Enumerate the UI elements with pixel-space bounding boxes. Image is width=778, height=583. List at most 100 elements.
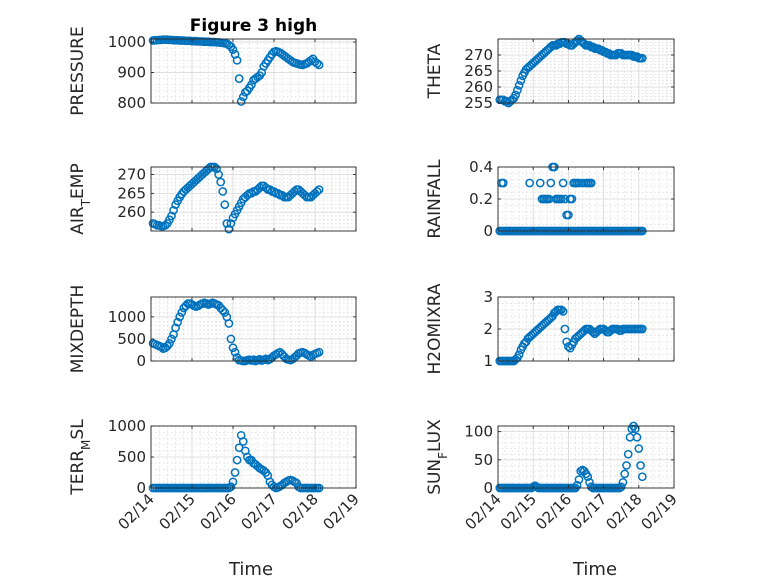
x-axis-label-right: Time [572,559,617,580]
subplot-rainfall: 0 0.2 0.4 RAINFALL [425,158,675,240]
data-point [567,194,577,204]
data-point [314,185,324,194]
data-point [247,80,256,90]
data-point [236,97,246,106]
data-point [167,334,176,344]
data-point [583,472,593,482]
data-point [637,472,647,482]
data-point [511,90,520,100]
data-point [175,312,185,322]
data-point [632,432,642,442]
data-point [502,97,512,106]
data-point [312,59,322,68]
data-point [516,76,526,85]
y-tick-label: 1000 [108,33,146,51]
y-tick-label: 260 [464,78,493,96]
y-tick-label: 0.4 [469,158,493,176]
y-tick-label: 0 [483,479,493,497]
y-axis-label: RAINFALL [425,159,445,239]
y-axis-label: PRESSURE [68,26,88,115]
y-axis-label: THETA [425,43,445,99]
data-point [247,189,256,198]
data-point [269,187,279,196]
data-point [314,347,324,357]
y-tick-label: 265 [464,62,493,80]
axes-box [150,38,357,104]
axes-box [150,296,357,362]
data-point [228,45,238,55]
y-tick-label: 0 [136,352,146,370]
y-tick-label: 1 [483,352,493,370]
data-point [261,183,271,193]
data-point [216,177,226,187]
y-tick-label: 100 [464,423,493,441]
data-point [616,482,626,492]
y-tick-label: 265 [117,184,146,202]
data-point [634,444,644,453]
data-point [622,461,631,470]
x-axis-label-left: Time [228,559,273,580]
data-point [558,307,568,316]
y-axis-label: H2OMIXRA [425,283,445,374]
axes-box [150,166,357,232]
data-point [498,178,508,188]
data-point [165,338,174,348]
data-point [560,324,570,334]
data-point [535,178,545,188]
data-point [171,323,180,333]
data-point [572,36,582,45]
data-point [620,469,630,479]
data-point [255,183,264,193]
data-point [224,224,234,234]
data-point [226,482,236,492]
data-point [232,455,242,465]
data-point [314,60,324,70]
subplot-title: Figure 3 high [190,16,318,36]
data-point [574,475,584,484]
data-point [572,480,582,490]
subplot-pressure: 800 900 1000 PRESSURE Figure 3 high [68,16,357,116]
data-point [214,170,223,179]
data-point [588,327,598,337]
subplot-h2omixra: 1 2 3 H2OMIXRA [425,283,675,375]
data-point [156,342,166,352]
data-point [514,81,524,90]
data-point [586,178,596,188]
data-point [238,92,248,102]
data-point [230,468,240,477]
data-point [557,305,566,315]
y-tick-label: 3 [483,288,493,306]
y-tick-label: 1000 [108,308,146,326]
data-point [230,347,240,357]
y-tick-label: 900 [117,64,146,82]
data-point [220,308,230,317]
data-point [273,189,283,198]
y-axis-label: TERRMSL [68,419,93,496]
data-point [228,343,238,353]
y-tick-label: 1000 [108,417,146,435]
data-point [618,478,628,487]
data-point [232,55,242,65]
data-point [173,317,182,327]
data-point [167,211,176,221]
data-point [220,200,230,209]
y-axis-label: SUNFLUX [425,419,450,495]
y-tick-label: 0 [483,222,493,240]
data-point [238,437,248,446]
y-tick-label: 270 [464,46,493,64]
y-tick-label: 50 [474,451,493,469]
data-point [224,319,234,328]
data-point [564,210,573,220]
y-tick-label: 500 [117,330,146,348]
data-point [513,85,522,95]
y-tick-label: 500 [117,448,146,466]
data-point [161,221,170,230]
y-tick-label: 2 [483,320,493,338]
data-point [637,53,647,63]
data-point [312,187,322,196]
data-point [546,178,556,188]
y-axis-label: MIXDEPTH [68,285,88,374]
data-point [265,185,275,194]
data-point [290,187,299,196]
